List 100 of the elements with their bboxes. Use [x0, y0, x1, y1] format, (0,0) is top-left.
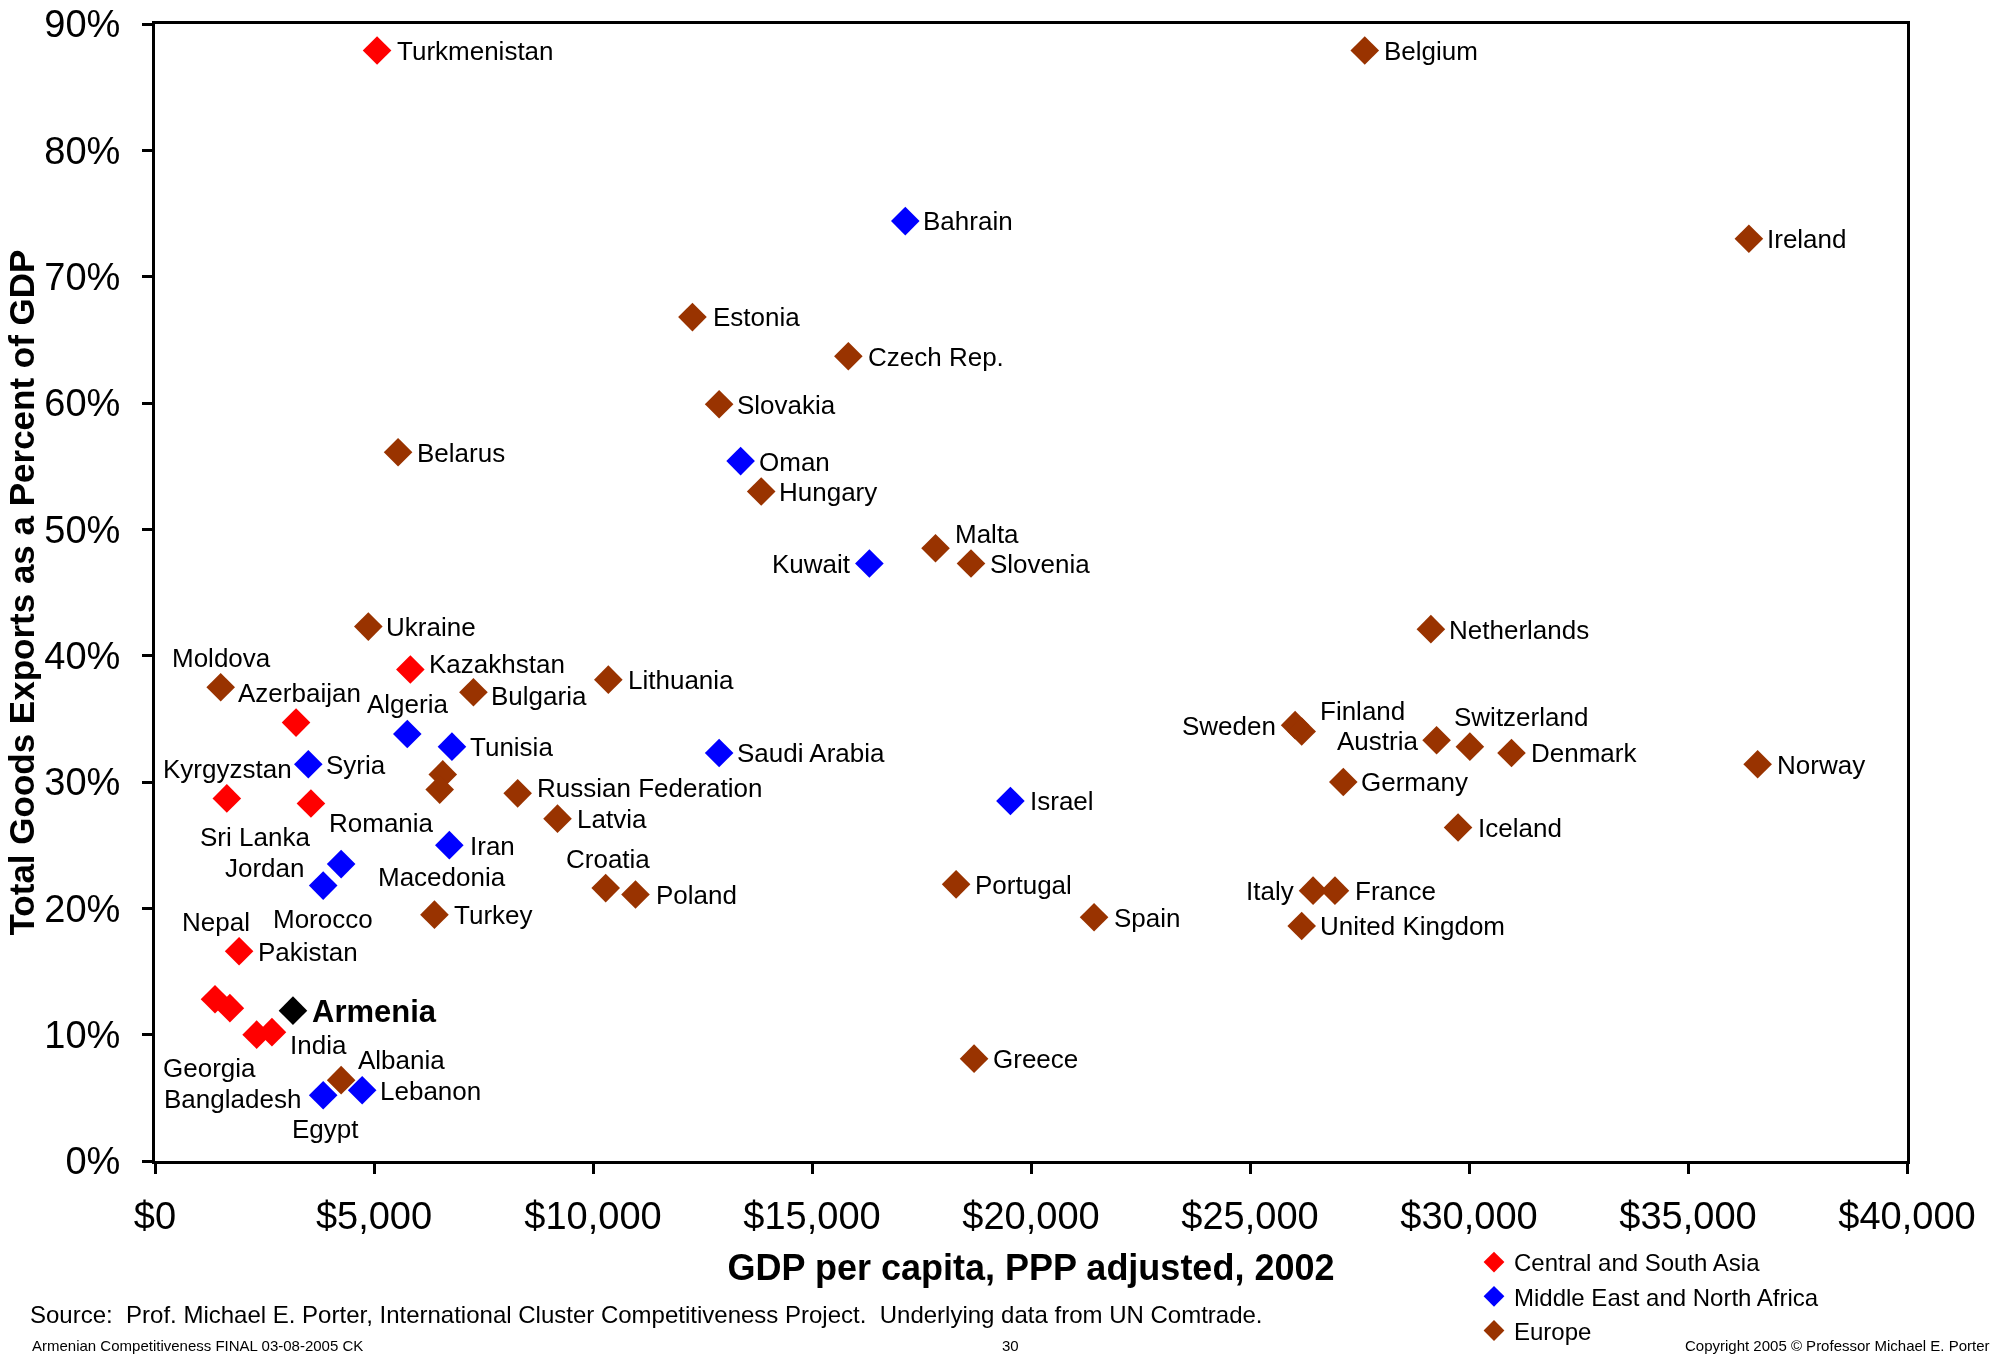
point [212, 784, 242, 813]
x-tick-label: $5,000 [315, 1194, 433, 1237]
point [594, 665, 623, 694]
point [678, 302, 707, 332]
point [621, 880, 650, 909]
x-tick-label: $40,000 [1838, 1194, 1976, 1237]
point [1455, 732, 1485, 761]
point [956, 549, 986, 578]
y-tick-label: 10% [44, 1013, 121, 1056]
point [921, 533, 950, 563]
y-tick-label: 90% [44, 3, 121, 46]
annotation: Netherlands [1449, 615, 1590, 645]
annotation: Azerbaijan [238, 678, 361, 708]
annotation: Belgium [1384, 36, 1478, 66]
annotation: Belarus [417, 438, 506, 468]
annotation: Lithuania [628, 665, 735, 695]
annotation: Tunisia [470, 732, 554, 762]
source-note: Source: Prof. Michael E. Porter, International Cluster Competitiveness Project. Underlying data from UN Comtrade. [30, 1301, 1263, 1328]
point [354, 612, 383, 641]
annotation: Israel [1030, 786, 1094, 816]
point [941, 870, 971, 899]
point [308, 1081, 338, 1110]
point [281, 708, 311, 737]
x-tick-label: $35,000 [1619, 1194, 1757, 1237]
x-tick-label: $30,000 [1400, 1194, 1538, 1237]
annotation: Albania [358, 1045, 446, 1075]
point [591, 873, 620, 903]
annotation: India [290, 1030, 347, 1060]
annotation: Kyrgyzstan [163, 754, 292, 784]
annotation: Denmark [1531, 738, 1638, 768]
point [1328, 767, 1358, 797]
point [1287, 911, 1316, 941]
point [296, 789, 326, 818]
annotation: Sri Lanka [200, 822, 311, 852]
point [1734, 224, 1764, 254]
annotation: Switzerland [1454, 702, 1589, 732]
point [1443, 813, 1473, 842]
annotation: Czech Rep. [868, 342, 1004, 372]
legend-label: Central and South Asia [1514, 1249, 1761, 1277]
point [1743, 750, 1772, 779]
point [308, 871, 338, 900]
annotation: Spain [1114, 903, 1181, 933]
point [362, 36, 392, 65]
annotation: Macedonia [378, 862, 506, 892]
y-tick-label: 70% [44, 255, 121, 298]
annotation: Egypt [292, 1114, 360, 1144]
point [278, 996, 308, 1025]
annotation: Croatia [566, 844, 651, 874]
point [726, 446, 755, 476]
point [420, 900, 449, 929]
annotation: Turkmenistan [397, 36, 554, 66]
annotation: Iceland [1478, 813, 1562, 843]
annotation: Iran [470, 831, 515, 861]
y-tick-label: 60% [44, 382, 121, 425]
annotation: Moldova [172, 643, 271, 673]
y-tick-label: 80% [44, 129, 121, 172]
annotation: United Kingdom [1320, 911, 1505, 941]
legend-label: Middle East and North Africa [1514, 1283, 1819, 1311]
point [326, 1065, 356, 1095]
point [1422, 726, 1451, 755]
annotation: Pakistan [258, 937, 358, 967]
point [1079, 902, 1109, 932]
annotation: Ukraine [386, 612, 476, 642]
point [996, 786, 1025, 816]
annotation: Hungary [779, 477, 878, 507]
point [396, 655, 425, 684]
point [206, 672, 235, 702]
y-tick-label: 30% [44, 761, 121, 804]
annotation: Saudi Arabia [737, 738, 885, 768]
annotation: Ireland [1767, 224, 1847, 254]
y-tick-label: 40% [44, 634, 121, 677]
x-axis-title: GDP per capita, PPP adjusted, 2002 [727, 1247, 1335, 1289]
text: Copyright 2005 © Professor Michael E. Porter [1685, 1337, 1990, 1354]
point [1497, 738, 1526, 768]
x-tick-label: $0 [133, 1194, 177, 1237]
point [437, 732, 467, 761]
point [392, 719, 422, 749]
annotation: Lebanon [380, 1076, 482, 1106]
point [704, 389, 734, 419]
annotation: Georgia [163, 1053, 257, 1083]
annotation: Greece [993, 1044, 1079, 1074]
point [459, 678, 488, 707]
y-axis-title: Total Goods Exports as a Percent of GDP [1, 249, 41, 936]
y-tick-label: 50% [44, 508, 121, 551]
annotation: Russian Federation [537, 773, 763, 803]
annotation: Nepal [182, 907, 250, 937]
annotation: Oman [759, 447, 830, 477]
point [435, 830, 464, 860]
annotation: Slovenia [990, 549, 1091, 579]
point [834, 341, 863, 371]
annotation: France [1355, 876, 1436, 906]
text: Armenian Competitiveness FINAL 03-08-2005 CK [32, 1337, 364, 1354]
annotation: Slovakia [737, 390, 836, 420]
series-label: Armenia [312, 994, 437, 1029]
point [855, 549, 884, 578]
point [1416, 614, 1446, 644]
point [215, 993, 245, 1023]
point [1287, 717, 1316, 746]
text: 30 [1002, 1337, 1019, 1354]
annotation: Bangladesh [164, 1084, 302, 1114]
